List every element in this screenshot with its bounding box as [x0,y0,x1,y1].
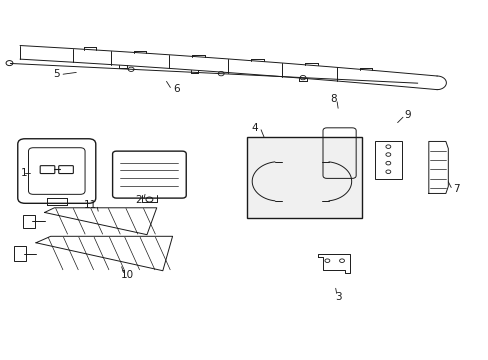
Text: 5: 5 [53,69,60,79]
Text: 10: 10 [121,270,134,280]
Text: 7: 7 [452,184,459,194]
Text: 1: 1 [21,168,27,178]
FancyBboxPatch shape [246,137,361,218]
Text: 3: 3 [335,292,341,302]
Text: 8: 8 [330,94,336,104]
Text: 11: 11 [84,200,97,210]
Text: 6: 6 [173,84,179,94]
Text: 2: 2 [135,195,142,205]
Text: 9: 9 [404,111,410,121]
Text: 4: 4 [251,123,258,133]
